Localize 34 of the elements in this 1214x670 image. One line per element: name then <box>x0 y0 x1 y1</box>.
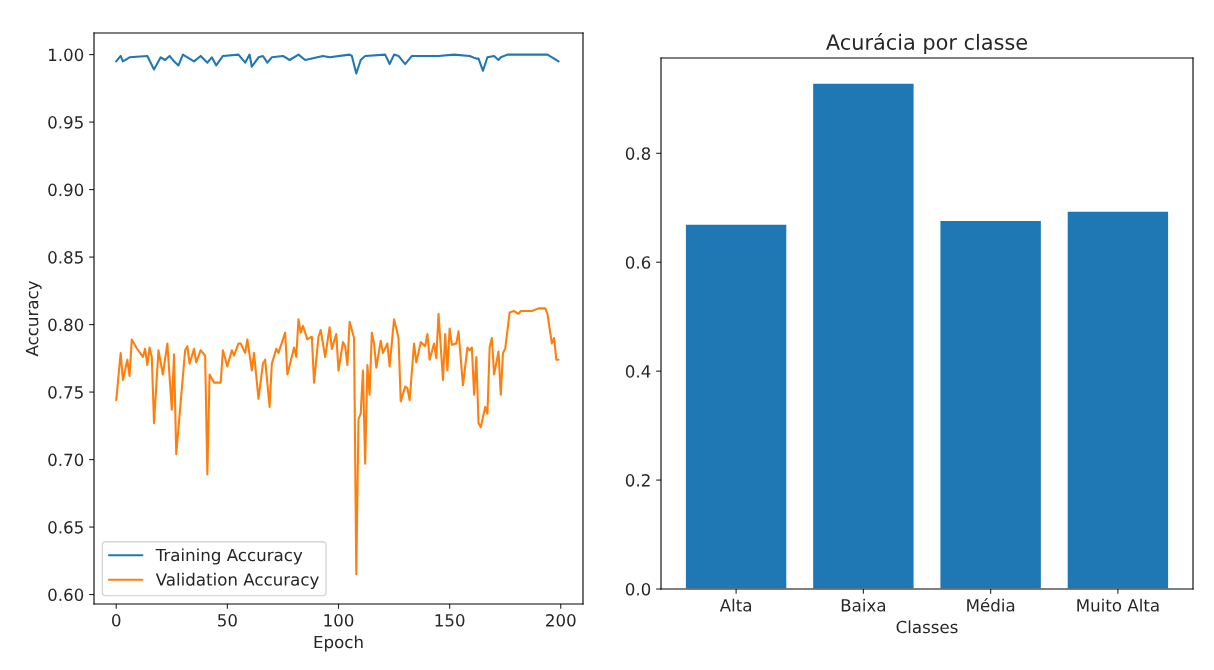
legend-label: Validation Accuracy <box>155 572 319 589</box>
y-tick-label: 0.90 <box>48 183 84 197</box>
y-tick-label: 0.70 <box>48 453 84 467</box>
x-tick-label: Baixa <box>841 598 886 612</box>
x-axis-title: Classes <box>896 620 958 634</box>
y-tick-label: 0.85 <box>48 251 83 264</box>
x-tick-label: 0 <box>112 614 121 627</box>
y-tick-label: 0.95 <box>48 116 83 129</box>
x-tick-label: Média <box>967 598 1015 612</box>
y-tick-label: 1.00 <box>49 48 84 62</box>
bar <box>1066 210 1170 589</box>
y-tick-label: 0.60 <box>48 588 84 602</box>
y-tick-label: 0.80 <box>48 318 84 332</box>
y-tick-label: 0.8 <box>625 147 651 160</box>
x-tick-label: Alta <box>719 598 751 612</box>
bar <box>939 219 1043 589</box>
y-axis-title: Accuracy <box>26 280 42 357</box>
y-tick-label: 0.2 <box>625 474 650 487</box>
y-tick-label: 0.0 <box>625 582 651 596</box>
x-axis-title: Epoch <box>314 635 363 652</box>
x-tick-label: Muito Alta <box>1077 598 1159 612</box>
line-series <box>115 53 560 75</box>
bar <box>811 82 915 589</box>
y-tick-label: 0.75 <box>48 386 83 399</box>
y-tick-label: 0.65 <box>48 521 83 534</box>
y-tick-label: 0.4 <box>625 365 651 378</box>
x-tick-label: 150 <box>435 614 465 627</box>
x-tick-label: 200 <box>546 614 576 627</box>
y-tick-label: 0.6 <box>625 256 651 269</box>
bar <box>684 223 788 589</box>
chart-title: Acurácia por classe <box>826 33 1027 54</box>
x-tick-label: 50 <box>218 614 237 627</box>
legend-label: Training Accuracy <box>155 548 303 565</box>
x-tick-label: 100 <box>324 614 354 627</box>
